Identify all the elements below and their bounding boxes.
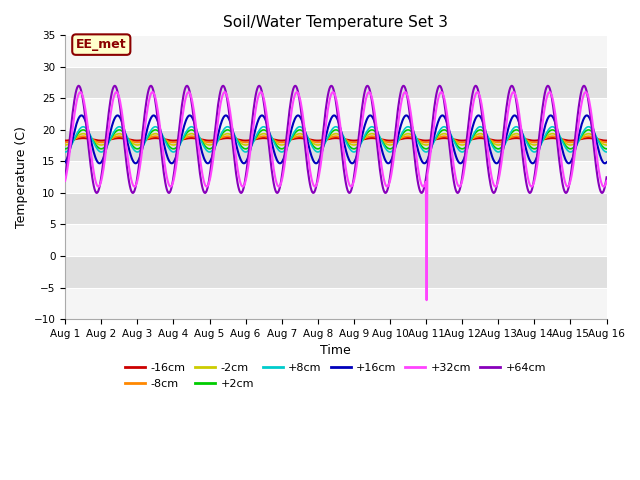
Bar — [65, 98, 607, 130]
Bar — [65, 130, 607, 161]
Legend: -16cm, -8cm, -2cm, +2cm, +8cm, +16cm, +32cm, +64cm: -16cm, -8cm, -2cm, +2cm, +8cm, +16cm, +3… — [121, 359, 551, 393]
Text: EE_met: EE_met — [76, 38, 127, 51]
Bar — [65, 225, 607, 256]
Y-axis label: Temperature (C): Temperature (C) — [15, 126, 28, 228]
X-axis label: Time: Time — [321, 344, 351, 357]
Bar — [65, 67, 607, 98]
Bar — [65, 193, 607, 225]
Bar — [65, 161, 607, 193]
Bar — [65, 36, 607, 67]
Title: Soil/Water Temperature Set 3: Soil/Water Temperature Set 3 — [223, 15, 449, 30]
Bar — [65, 288, 607, 319]
Bar — [65, 256, 607, 288]
